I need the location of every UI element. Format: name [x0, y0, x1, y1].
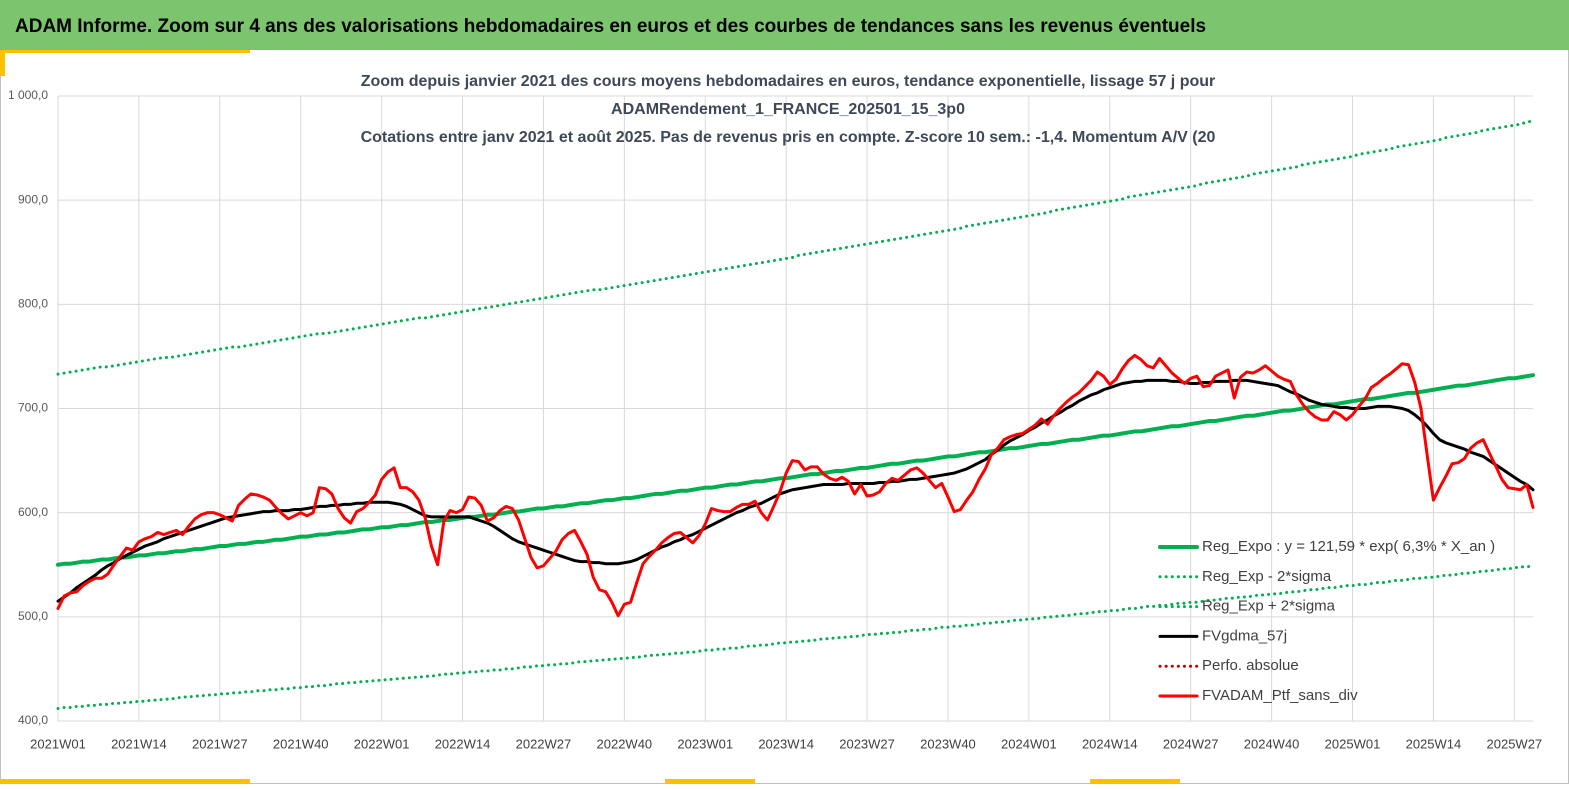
legend-label: FVADAM_Ptf_sans_div	[1202, 687, 1358, 704]
y-tick-label: 400,0	[18, 713, 48, 727]
series-line	[56, 353, 1535, 618]
y-tick-label: 700,0	[18, 401, 48, 415]
accent	[1090, 779, 1180, 784]
y-tick-label: 500,0	[18, 609, 48, 623]
chart-title: Zoom depuis janvier 2021 des cours moyen…	[361, 73, 1216, 90]
x-tick-label: 2023W01	[677, 736, 733, 751]
accent	[665, 779, 755, 784]
legend-label: Reg_Exp + 2*sigma	[1202, 598, 1336, 615]
legend-label: Perfo. absolue	[1202, 657, 1299, 674]
x-tick-label: 2023W14	[758, 736, 814, 751]
x-tick-label: 2023W27	[839, 736, 895, 751]
legend-label: Reg_Expo : y = 121,59 * exp( 6,3% * X_an…	[1202, 538, 1495, 555]
series-line	[56, 373, 1535, 567]
x-tick-label: 2024W27	[1163, 736, 1219, 751]
series-line	[56, 564, 1535, 710]
y-tick-label: 1 000,0	[8, 88, 48, 102]
chart-title: Cotations entre janv 2021 et août 2025. …	[361, 129, 1216, 146]
y-tick-label: 900,0	[18, 192, 48, 206]
header-bar	[0, 0, 1569, 50]
series-line	[56, 119, 1535, 376]
y-tick-label: 800,0	[18, 297, 48, 311]
x-tick-label: 2022W01	[354, 736, 410, 751]
x-tick-label: 2024W40	[1244, 736, 1300, 751]
x-tick-label: 2022W40	[597, 736, 653, 751]
x-tick-label: 2022W27	[516, 736, 572, 751]
header-title: ADAM Informe. Zoom sur 4 ans des valoris…	[15, 16, 1206, 37]
legend-label: FVgdma_57j	[1202, 627, 1287, 644]
series-line	[56, 378, 1535, 603]
x-tick-label: 2022W14	[435, 736, 491, 751]
x-tick-label: 2024W14	[1082, 736, 1138, 751]
x-tick-label: 2021W01	[30, 736, 86, 751]
chart-title: ADAMRendement_1_FRANCE_202501_15_3p0	[611, 101, 965, 118]
x-tick-label: 2025W14	[1406, 736, 1462, 751]
accent	[0, 50, 250, 53]
x-tick-label: 2021W40	[273, 736, 329, 751]
x-tick-label: 2021W14	[111, 736, 167, 751]
x-tick-label: 2021W27	[192, 736, 248, 751]
x-tick-label: 2023W40	[920, 736, 976, 751]
x-tick-label: 2024W01	[1001, 736, 1057, 751]
x-tick-label: 2025W27	[1487, 736, 1543, 751]
accent	[0, 50, 5, 76]
accent	[0, 779, 250, 784]
y-tick-label: 600,0	[18, 505, 48, 519]
legend-label: Reg_Exp - 2*sigma	[1202, 568, 1332, 585]
x-tick-label: 2025W01	[1325, 736, 1381, 751]
